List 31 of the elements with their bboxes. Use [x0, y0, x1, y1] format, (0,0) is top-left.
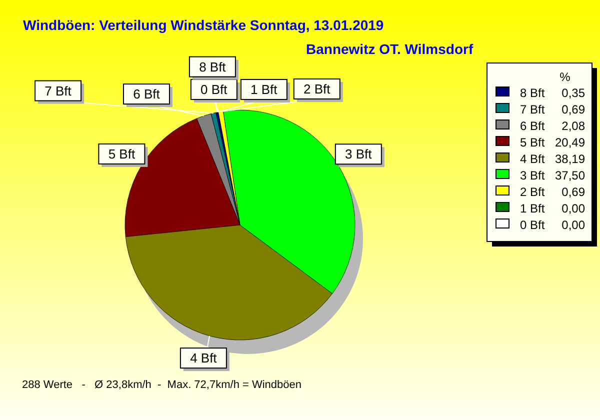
slice-label: 2 Bft: [304, 81, 331, 96]
legend-label: 2 Bft: [520, 185, 546, 199]
legend-label: 5 Bft: [520, 136, 546, 150]
legend-label: 7 Bft: [520, 102, 546, 116]
text: 0,00: [562, 202, 585, 216]
legend-label: 3 Bft: [520, 168, 546, 182]
slice-label: 4 Bft: [190, 350, 218, 366]
slice-label: 8 Bft: [199, 59, 226, 74]
text: 288 Werte - Ø 23,8km/h - Max. 72,7km/h = Windböen: [22, 379, 302, 391]
data-label: 20,49: [554, 136, 586, 150]
slice-label: 7 Bft: [44, 83, 72, 98]
data-label: 0,69: [562, 185, 586, 199]
legend-label: 6 Bft: [520, 119, 546, 133]
legend-title: %: [560, 70, 571, 84]
legend-label: 1 Bft: [250, 82, 278, 97]
data-label: 0,69: [562, 102, 586, 116]
data-label: 37,50: [554, 168, 586, 182]
legend-label: 0 Bft: [200, 82, 228, 97]
legend-label: 8 Bft: [520, 86, 546, 100]
slice-label: 6 Bft: [133, 86, 160, 102]
category-label: 0 Bft: [520, 218, 545, 232]
data-label: 2,08: [562, 119, 586, 133]
text: 0,00: [562, 218, 585, 232]
legend-label: 4 Bft: [520, 152, 546, 166]
category-label: 1 Bft: [520, 202, 545, 216]
data-label: 38,19: [554, 152, 586, 166]
data-label: 0,35: [562, 86, 586, 100]
slice-label: 5 Bft: [108, 146, 136, 162]
chart-title: Windböen: Verteilung Windstärke Sonntag, 13.01.2019: [23, 17, 384, 33]
slice-label: 3 Bft: [345, 146, 372, 162]
chart-subtitle: Bannewitz OT. Wilmsdorf: [306, 41, 474, 57]
